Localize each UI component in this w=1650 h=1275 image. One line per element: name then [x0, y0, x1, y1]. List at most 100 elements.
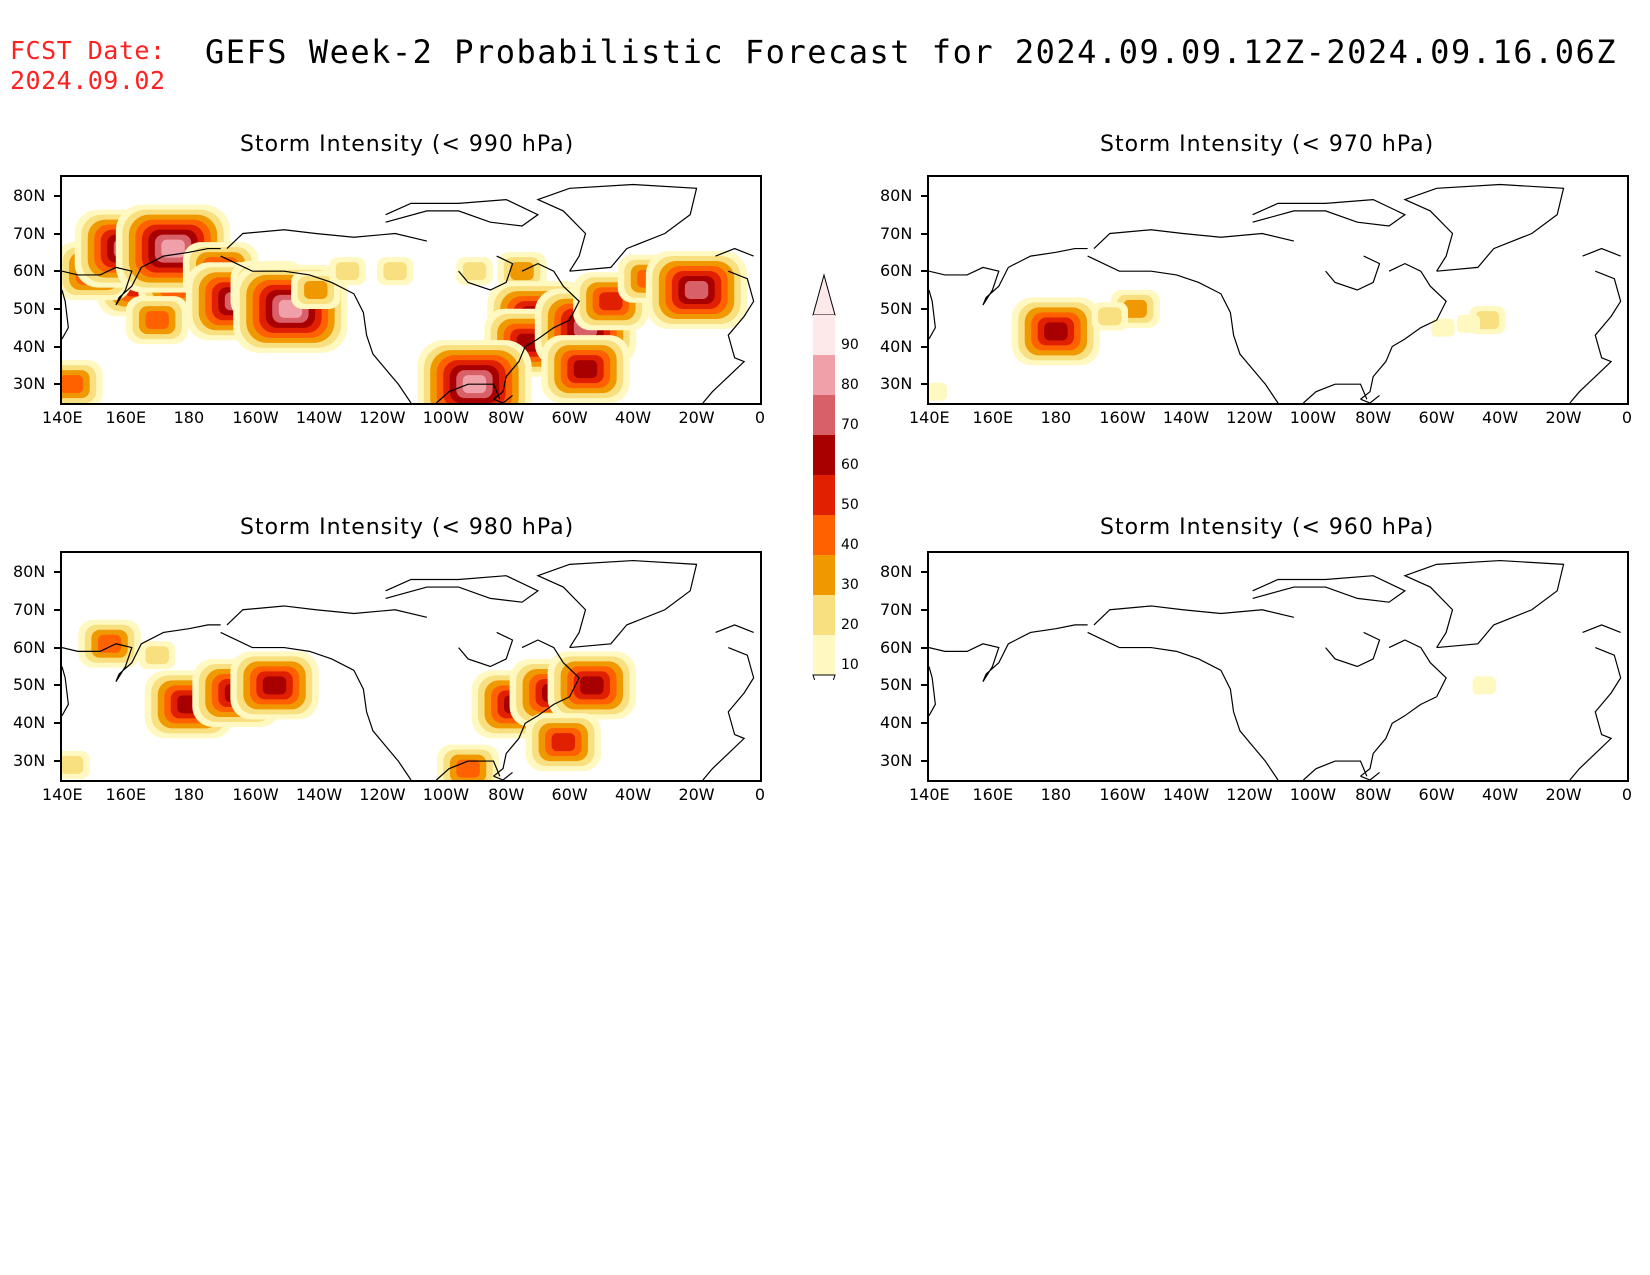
lat-tick: [54, 760, 60, 763]
lon-tick-label: 40W: [1481, 785, 1519, 804]
lon-tick-label: 140W: [295, 408, 343, 427]
probability-cell: [97, 634, 122, 653]
coastline: [1403, 183, 1565, 272]
lat-tick: [54, 684, 60, 687]
lat-tick-label: 60N: [880, 637, 913, 657]
map-canvas: [62, 183, 755, 403]
lon-tick-label: 0: [754, 785, 766, 804]
probability-cell: [335, 262, 360, 281]
lat-tick-label: 60N: [13, 637, 46, 657]
lon-tick-label: 160E: [105, 408, 147, 427]
coastline: [493, 696, 570, 777]
lat-tick-label: 60N: [13, 261, 46, 281]
lat-tick: [921, 570, 927, 573]
lon-tick-label: 180: [1040, 408, 1072, 427]
coastline: [536, 183, 698, 272]
probability-cell: [1456, 314, 1481, 333]
panel-title: Storm Intensity (< 980 hPa): [240, 515, 575, 540]
lon-tick-label: 60W: [1418, 785, 1455, 804]
probability-cell: [1098, 307, 1122, 326]
colorbar-swatch: [813, 515, 835, 555]
lat-tick: [921, 722, 927, 725]
coastline: [1360, 319, 1437, 400]
lat-tick-label: 80N: [880, 185, 913, 205]
colorbar-cap-top: [812, 273, 836, 316]
probability-cell: [456, 759, 480, 778]
coastline: [435, 383, 501, 403]
lat-tick: [54, 232, 60, 235]
probability-cell: [161, 239, 185, 258]
lat-tick: [54, 307, 60, 310]
lat-tick-label: 80N: [13, 561, 46, 581]
lon-tick-label: 180: [1040, 785, 1072, 804]
probability-cell: [551, 733, 575, 752]
probability-cell: [304, 281, 328, 299]
colorbar-level-label: 40: [841, 537, 859, 553]
probability-cell: [62, 375, 84, 394]
lat-tick: [921, 383, 927, 386]
lat-tick: [921, 760, 927, 763]
colorbar-legend: 90 80 70 60 50 40 30 20 10: [805, 270, 895, 712]
map-panel-960: [927, 551, 1629, 782]
probability-cell: [599, 292, 623, 311]
colorbar-level-label: 90: [841, 337, 859, 353]
colorbar-level-label: 30: [841, 577, 859, 593]
coastline: [1360, 696, 1437, 777]
map-canvas: [929, 559, 1622, 780]
lon-tick-label: 140W: [1162, 785, 1210, 804]
coastline: [1302, 383, 1368, 403]
probability-cell: [573, 360, 598, 379]
colorbar-level-label: 50: [841, 497, 859, 513]
coastline: [1569, 270, 1622, 403]
coastline: [62, 247, 221, 306]
probability-cell: [62, 755, 84, 774]
map-panel-980: [60, 551, 762, 782]
coastline: [1325, 631, 1381, 668]
coastline: [702, 647, 755, 780]
colorbar-swatch: [813, 555, 835, 595]
lat-tick: [921, 307, 927, 310]
coastline: [493, 319, 570, 400]
coastline: [1360, 771, 1380, 780]
lat-tick: [54, 345, 60, 348]
coastline: [929, 247, 1088, 306]
probability-cell: [1475, 311, 1500, 330]
coastline: [1093, 229, 1295, 250]
lon-tick-label: 80W: [1355, 785, 1392, 804]
coastline: [1569, 647, 1622, 780]
lat-tick-label: 50N: [880, 298, 913, 318]
coastline: [1388, 262, 1447, 321]
probability-cell: [145, 646, 169, 665]
lon-tick-label: 0: [1621, 785, 1633, 804]
coastline: [1582, 624, 1621, 634]
lat-tick: [54, 722, 60, 725]
lon-tick-label: 80W: [488, 408, 525, 427]
lat-tick: [921, 345, 927, 348]
forecast-date-value: 2024.09.02: [10, 66, 166, 95]
lon-tick-label: 160E: [972, 785, 1014, 804]
lon-tick-label: 140W: [295, 785, 343, 804]
coastline: [715, 624, 754, 634]
lon-tick-label: 160W: [1099, 785, 1146, 804]
colorbar-level-label: 10: [841, 657, 859, 673]
probability-cell: [580, 676, 604, 695]
coastline: [493, 771, 513, 780]
coastline: [226, 229, 428, 250]
coastline: [1087, 631, 1279, 780]
page-title: GEFS Week-2 Probabilistic Forecast for 2…: [205, 33, 1618, 71]
lat-tick-label: 30N: [13, 374, 46, 394]
coastline: [1360, 394, 1380, 403]
lat-tick-label: 40N: [13, 336, 46, 356]
coastline: [1403, 559, 1565, 649]
lon-tick-label: 100W: [1289, 785, 1337, 804]
lat-tick-label: 40N: [880, 713, 913, 733]
probability-cell: [1123, 299, 1147, 318]
lon-tick-label: 160W: [1099, 408, 1146, 427]
coastline: [715, 247, 754, 257]
lon-tick-label: 20W: [678, 408, 715, 427]
coastline: [1252, 198, 1407, 227]
probability-cell: [1472, 676, 1496, 695]
lon-tick-label: 180: [173, 408, 205, 427]
lon-tick-label: 60W: [1418, 408, 1455, 427]
lat-tick-label: 30N: [880, 751, 913, 771]
